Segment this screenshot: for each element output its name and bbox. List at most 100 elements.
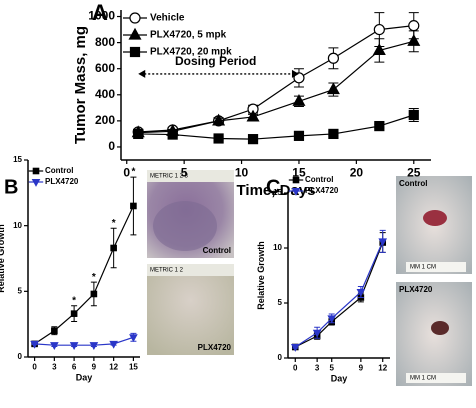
- x-tick-label: 5: [329, 364, 334, 373]
- significance-marker: *: [131, 167, 135, 178]
- marker: [327, 315, 337, 324]
- y-axis-label: Tumor Mass, mg: [72, 26, 89, 144]
- legend-label: Control: [45, 166, 73, 175]
- legend-label: PLX4720, 20 mpk: [150, 47, 232, 58]
- photo-label: Control: [203, 246, 231, 255]
- marker: [292, 94, 306, 106]
- marker: [328, 128, 339, 140]
- y-tick-label: 5: [278, 298, 283, 307]
- y-tick-label: 600: [95, 61, 115, 75]
- series-line: [34, 205, 134, 345]
- legend-label: Vehicle: [150, 13, 185, 24]
- marker: [312, 329, 322, 338]
- marker: [408, 20, 420, 32]
- legend-marker: [129, 46, 141, 58]
- marker: [378, 238, 388, 247]
- series-line: [138, 40, 414, 134]
- legend-marker: [32, 167, 40, 175]
- y-tick-label: 1000: [88, 9, 115, 23]
- panel-label: C: [266, 176, 280, 198]
- legend-label: Control: [305, 175, 333, 184]
- y-tick-label: 800: [95, 35, 115, 49]
- y-tick-label: 0: [278, 353, 283, 362]
- legend-marker: [31, 179, 41, 187]
- annotation: Dosing Period: [175, 54, 256, 68]
- photo-ruler: MM 1 CM: [410, 376, 436, 382]
- y-tick-label: 5: [18, 286, 23, 295]
- legend-marker: [292, 176, 300, 184]
- marker: [133, 128, 144, 140]
- x-tick-label: 9: [92, 363, 97, 372]
- significance-marker: *: [72, 295, 76, 306]
- y-tick-label: 0: [108, 139, 115, 153]
- panel-label: B: [4, 176, 18, 198]
- marker: [130, 202, 137, 210]
- marker: [109, 340, 118, 349]
- series-line: [34, 336, 134, 346]
- marker: [110, 244, 117, 252]
- legend-label: PLX4720: [305, 186, 339, 195]
- marker: [90, 290, 98, 298]
- x-tick-label: 15: [292, 166, 306, 180]
- marker: [129, 334, 138, 343]
- arrow-head: [291, 69, 299, 78]
- y-tick-label: 0: [18, 352, 23, 361]
- x-tick-label: 12: [109, 363, 118, 372]
- x-tick-label: 0: [32, 363, 37, 372]
- series-line: [294, 241, 384, 348]
- significance-marker: *: [92, 272, 96, 283]
- marker: [372, 43, 386, 56]
- x-tick-label: 10: [235, 166, 249, 180]
- marker: [50, 342, 59, 351]
- photo-label: PLX4720: [399, 285, 433, 294]
- y-axis-label: Relative Growth: [256, 241, 266, 310]
- y-tick-label: 10: [13, 221, 22, 230]
- x-tick-label: 3: [52, 363, 57, 372]
- x-tick-label: 25: [407, 166, 421, 180]
- marker: [51, 327, 58, 335]
- legend-label: PLX4720: [45, 177, 79, 186]
- photo-c-plx: [396, 282, 472, 386]
- marker: [247, 134, 259, 145]
- marker: [213, 133, 224, 144]
- marker: [326, 82, 340, 95]
- photo-ruler: MM 1 CM: [410, 265, 436, 271]
- photo-ruler: METRIC 1 2 3: [150, 174, 189, 180]
- x-tick-label: 20: [350, 166, 364, 180]
- legend-marker: [128, 27, 142, 40]
- x-tick-label: 12: [378, 364, 387, 373]
- marker: [327, 52, 340, 64]
- marker: [407, 34, 421, 46]
- photo-c-control: [396, 176, 472, 274]
- x-tick-label: 9: [359, 364, 364, 373]
- legend-marker: [291, 188, 301, 196]
- marker: [70, 310, 78, 317]
- y-tick-label: 15: [273, 188, 282, 197]
- marker: [356, 289, 366, 297]
- photo-b-plx: [147, 264, 234, 355]
- series-line: [138, 114, 414, 140]
- photo-label: Control: [399, 179, 427, 188]
- series-line: [295, 242, 384, 348]
- x-axis-label: Day: [331, 373, 348, 383]
- x-tick-label: 0: [293, 364, 298, 373]
- legend-marker: [129, 12, 141, 24]
- panel-label: A: [92, 0, 108, 25]
- y-tick-label: 200: [95, 113, 115, 127]
- y-tick-label: 10: [273, 243, 282, 252]
- arrow-head: [138, 69, 146, 78]
- x-tick-label: 0: [123, 166, 130, 180]
- series-line: [138, 25, 414, 133]
- marker: [212, 113, 226, 126]
- marker: [374, 120, 385, 132]
- marker: [89, 342, 99, 351]
- marker: [30, 340, 39, 349]
- marker: [69, 342, 79, 351]
- x-tick-label: 3: [315, 364, 320, 373]
- x-tick-label: 5: [181, 166, 188, 180]
- y-tick-label: 15: [13, 155, 22, 164]
- marker: [373, 23, 385, 36]
- marker: [246, 109, 260, 122]
- marker: [408, 109, 419, 121]
